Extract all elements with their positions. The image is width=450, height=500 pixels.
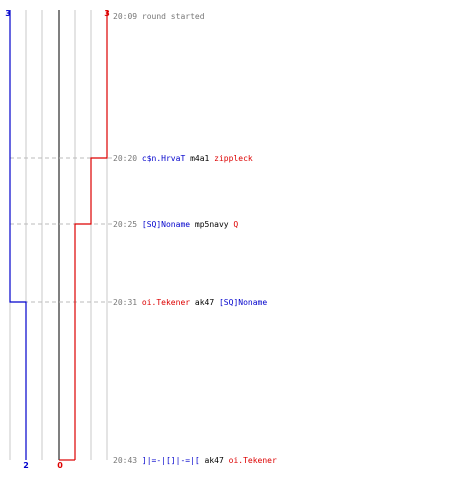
event-row: 20:25 [SQ]Noname mp5navy Q bbox=[113, 220, 238, 229]
event-time: 20:20 bbox=[113, 154, 137, 163]
blue-start-count: 3 bbox=[5, 9, 11, 18]
event-weapon: m4a1 bbox=[185, 154, 209, 163]
event-weapon: ak47 bbox=[190, 298, 214, 307]
event-player: ]|=-|[]|-=|[ bbox=[137, 456, 200, 465]
event-player: [SQ]Noname bbox=[137, 220, 190, 229]
event-player: c$n.HrvaT bbox=[137, 154, 185, 163]
red-team-line bbox=[74, 10, 108, 460]
event-player: zippleck bbox=[209, 154, 253, 163]
blue-end-count: 2 bbox=[23, 461, 29, 470]
event-message: round started bbox=[137, 12, 205, 21]
blue-team-line bbox=[9, 10, 27, 460]
event-time: 20:31 bbox=[113, 298, 137, 307]
event-time: 20:43 bbox=[113, 456, 137, 465]
event-player: oi.Tekener bbox=[137, 298, 190, 307]
event-time: 20:09 bbox=[113, 12, 137, 21]
event-row: 20:43 ]|=-|[]|-=|[ ak47 oi.Tekener bbox=[113, 456, 277, 465]
event-time: 20:25 bbox=[113, 220, 137, 229]
event-weapon: ak47 bbox=[200, 456, 224, 465]
red-start-count: 3 bbox=[104, 9, 110, 18]
event-player: oi.Tekener bbox=[224, 456, 277, 465]
event-weapon: mp5navy bbox=[190, 220, 229, 229]
event-row: 20:31 oi.Tekener ak47 [SQ]Noname bbox=[113, 298, 267, 307]
red-end-count: 0 bbox=[57, 461, 63, 470]
event-player: [SQ]Noname bbox=[214, 298, 267, 307]
event-row: 20:09 round started bbox=[113, 12, 205, 21]
event-row: 20:20 c$n.HrvaT m4a1 zippleck bbox=[113, 154, 253, 163]
event-player: Q bbox=[229, 220, 239, 229]
